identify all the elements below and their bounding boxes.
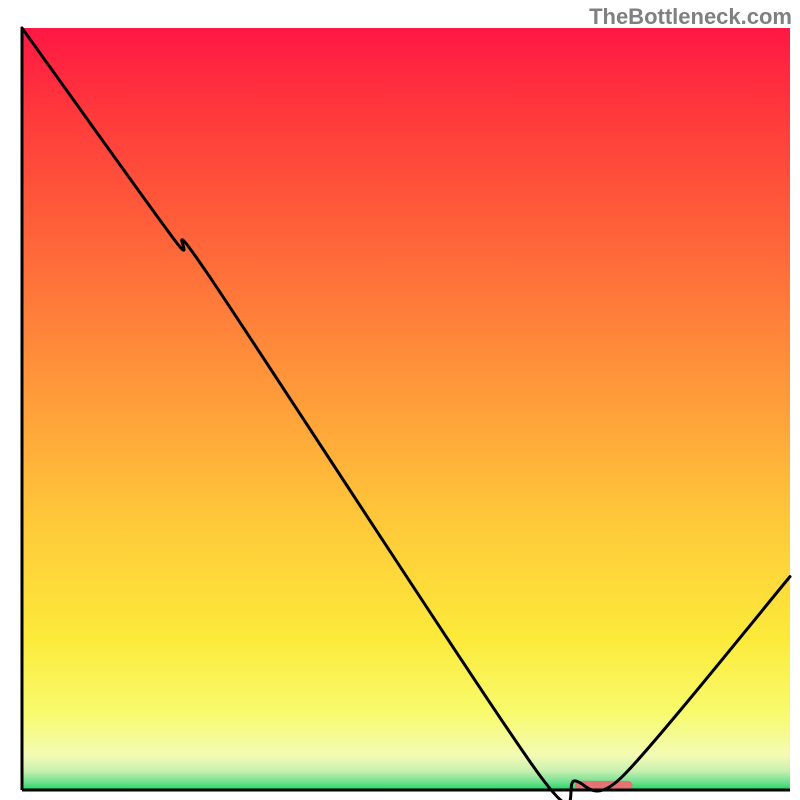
- watermark-text: TheBottleneck.com: [589, 4, 792, 30]
- plot-area: [0, 0, 800, 800]
- plot-background: [22, 28, 790, 790]
- chart-container: TheBottleneck.com: [0, 0, 800, 800]
